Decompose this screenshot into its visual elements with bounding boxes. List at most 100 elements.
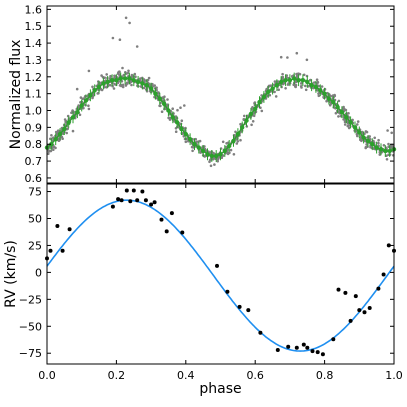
flux-raw-point bbox=[108, 83, 112, 87]
flux-binned-point bbox=[365, 138, 371, 144]
flux-raw-point bbox=[343, 120, 347, 124]
flux-binned-point bbox=[157, 96, 162, 101]
flux-binned-point bbox=[161, 101, 167, 107]
flux-raw-point bbox=[377, 141, 380, 145]
flux-raw-point bbox=[179, 106, 182, 109]
rv-x-tick-label: 0.2 bbox=[108, 369, 126, 382]
rv-y-tick-label: −75 bbox=[19, 347, 42, 360]
flux-binned-point bbox=[322, 91, 327, 96]
flux-raw-point bbox=[252, 114, 256, 118]
flux-raw-point bbox=[47, 152, 50, 155]
flux-binned-point bbox=[357, 130, 362, 135]
flux-y-tick-label: 1.3 bbox=[25, 54, 43, 67]
flux-binned-point bbox=[331, 99, 336, 105]
flux-raw-point bbox=[134, 75, 137, 78]
rv-point bbox=[180, 230, 185, 235]
flux-binned-point bbox=[300, 78, 306, 83]
flux-raw-point bbox=[111, 36, 115, 40]
flux-binned-point bbox=[344, 115, 349, 120]
rv-ticks: 75 50 25 0 −25 −50 −75 0.0 0.2 0.4 0.6 0.8 1.0 bbox=[19, 184, 403, 382]
flux-raw-point bbox=[239, 138, 242, 142]
x-axis-label: phase bbox=[199, 381, 241, 397]
flux-raw-point bbox=[65, 131, 68, 135]
flux-raw-point bbox=[128, 21, 131, 25]
flux-binned-point bbox=[62, 126, 67, 132]
flux-raw-point bbox=[315, 81, 319, 85]
flux-raw-point bbox=[377, 138, 380, 142]
rv-point bbox=[116, 197, 121, 202]
rv-x-tick-label: 0.0 bbox=[38, 369, 56, 382]
flux-raw-point bbox=[295, 75, 299, 78]
flux-binned-point bbox=[292, 76, 297, 81]
flux-binned-point bbox=[296, 78, 301, 83]
rv-y-tick-label: −50 bbox=[19, 320, 42, 333]
flux-raw-point bbox=[209, 164, 213, 168]
flux-raw-point bbox=[120, 80, 124, 83]
flux-raw-point bbox=[127, 69, 130, 73]
flux-raw-point bbox=[113, 74, 116, 78]
flux-raw-point bbox=[342, 105, 345, 109]
flux-raw-point bbox=[54, 146, 57, 150]
flux-raw-point bbox=[347, 126, 351, 130]
flux-raw-point bbox=[365, 143, 368, 146]
flux-raw-point bbox=[61, 137, 64, 140]
flux-raw-point bbox=[382, 144, 386, 147]
rv-point bbox=[128, 199, 133, 204]
flux-binned-point bbox=[153, 91, 158, 96]
flux-binned-point bbox=[148, 86, 154, 91]
flux-binned-point bbox=[70, 115, 76, 120]
flux-binned-point bbox=[66, 120, 71, 125]
flux-raw-point bbox=[75, 87, 79, 91]
flux-raw-point bbox=[337, 115, 340, 118]
flux-raw-point bbox=[317, 84, 321, 88]
flux-raw-point bbox=[300, 86, 303, 89]
flux-binned-point bbox=[166, 108, 171, 113]
flux-binned-point bbox=[140, 81, 145, 86]
flux-binned-point bbox=[287, 78, 293, 83]
flux-raw-point bbox=[281, 72, 284, 76]
flux-binned-point bbox=[352, 125, 358, 130]
rv-point bbox=[348, 318, 353, 323]
flux-raw-point bbox=[121, 83, 125, 87]
rv-point bbox=[331, 337, 336, 342]
rv-x-tick-label: 1.0 bbox=[385, 369, 403, 382]
flux-raw-point bbox=[268, 93, 272, 97]
flux-binned-point bbox=[270, 86, 275, 91]
flux-binned-point bbox=[174, 120, 180, 125]
rv-point bbox=[169, 211, 174, 216]
flux-raw-point bbox=[166, 98, 169, 101]
flux-raw-point bbox=[385, 158, 389, 161]
flux-raw-point bbox=[287, 82, 290, 85]
flux-raw-point bbox=[308, 78, 312, 82]
flux-raw-point bbox=[297, 72, 300, 75]
flux-raw-point bbox=[87, 69, 91, 73]
flux-binned-point bbox=[318, 88, 323, 93]
flux-binned-point bbox=[335, 104, 340, 110]
rv-point bbox=[119, 198, 124, 203]
flux-raw-point bbox=[234, 130, 237, 134]
flux-raw-point bbox=[117, 71, 120, 75]
flux-raw-point bbox=[153, 84, 156, 87]
flux-binned-point bbox=[261, 94, 267, 100]
flux-raw-point bbox=[320, 85, 324, 88]
flux-raw-point bbox=[317, 94, 321, 98]
rv-point bbox=[275, 348, 280, 352]
flux-raw-point bbox=[302, 73, 306, 77]
flux-raw-point bbox=[96, 92, 99, 95]
flux-raw-point bbox=[281, 75, 285, 79]
rv-point bbox=[294, 345, 299, 350]
rv-axes-frame bbox=[46, 183, 395, 365]
flux-raw-point bbox=[252, 111, 256, 115]
rv-y-axis-label: RV (km/s) bbox=[3, 240, 19, 308]
flux-binned-point bbox=[88, 93, 93, 98]
rv-point bbox=[343, 290, 348, 295]
flux-y-tick-label: 0.9 bbox=[25, 121, 43, 134]
flux-binned-point bbox=[187, 137, 193, 142]
flux-raw-point bbox=[286, 56, 289, 59]
rv-point bbox=[124, 188, 129, 193]
flux-raw-point bbox=[356, 120, 360, 123]
flux-binned-point bbox=[57, 131, 63, 137]
flux-raw-point bbox=[130, 83, 133, 87]
flux-raw-point bbox=[294, 85, 298, 89]
flux-binned-point bbox=[279, 79, 284, 85]
